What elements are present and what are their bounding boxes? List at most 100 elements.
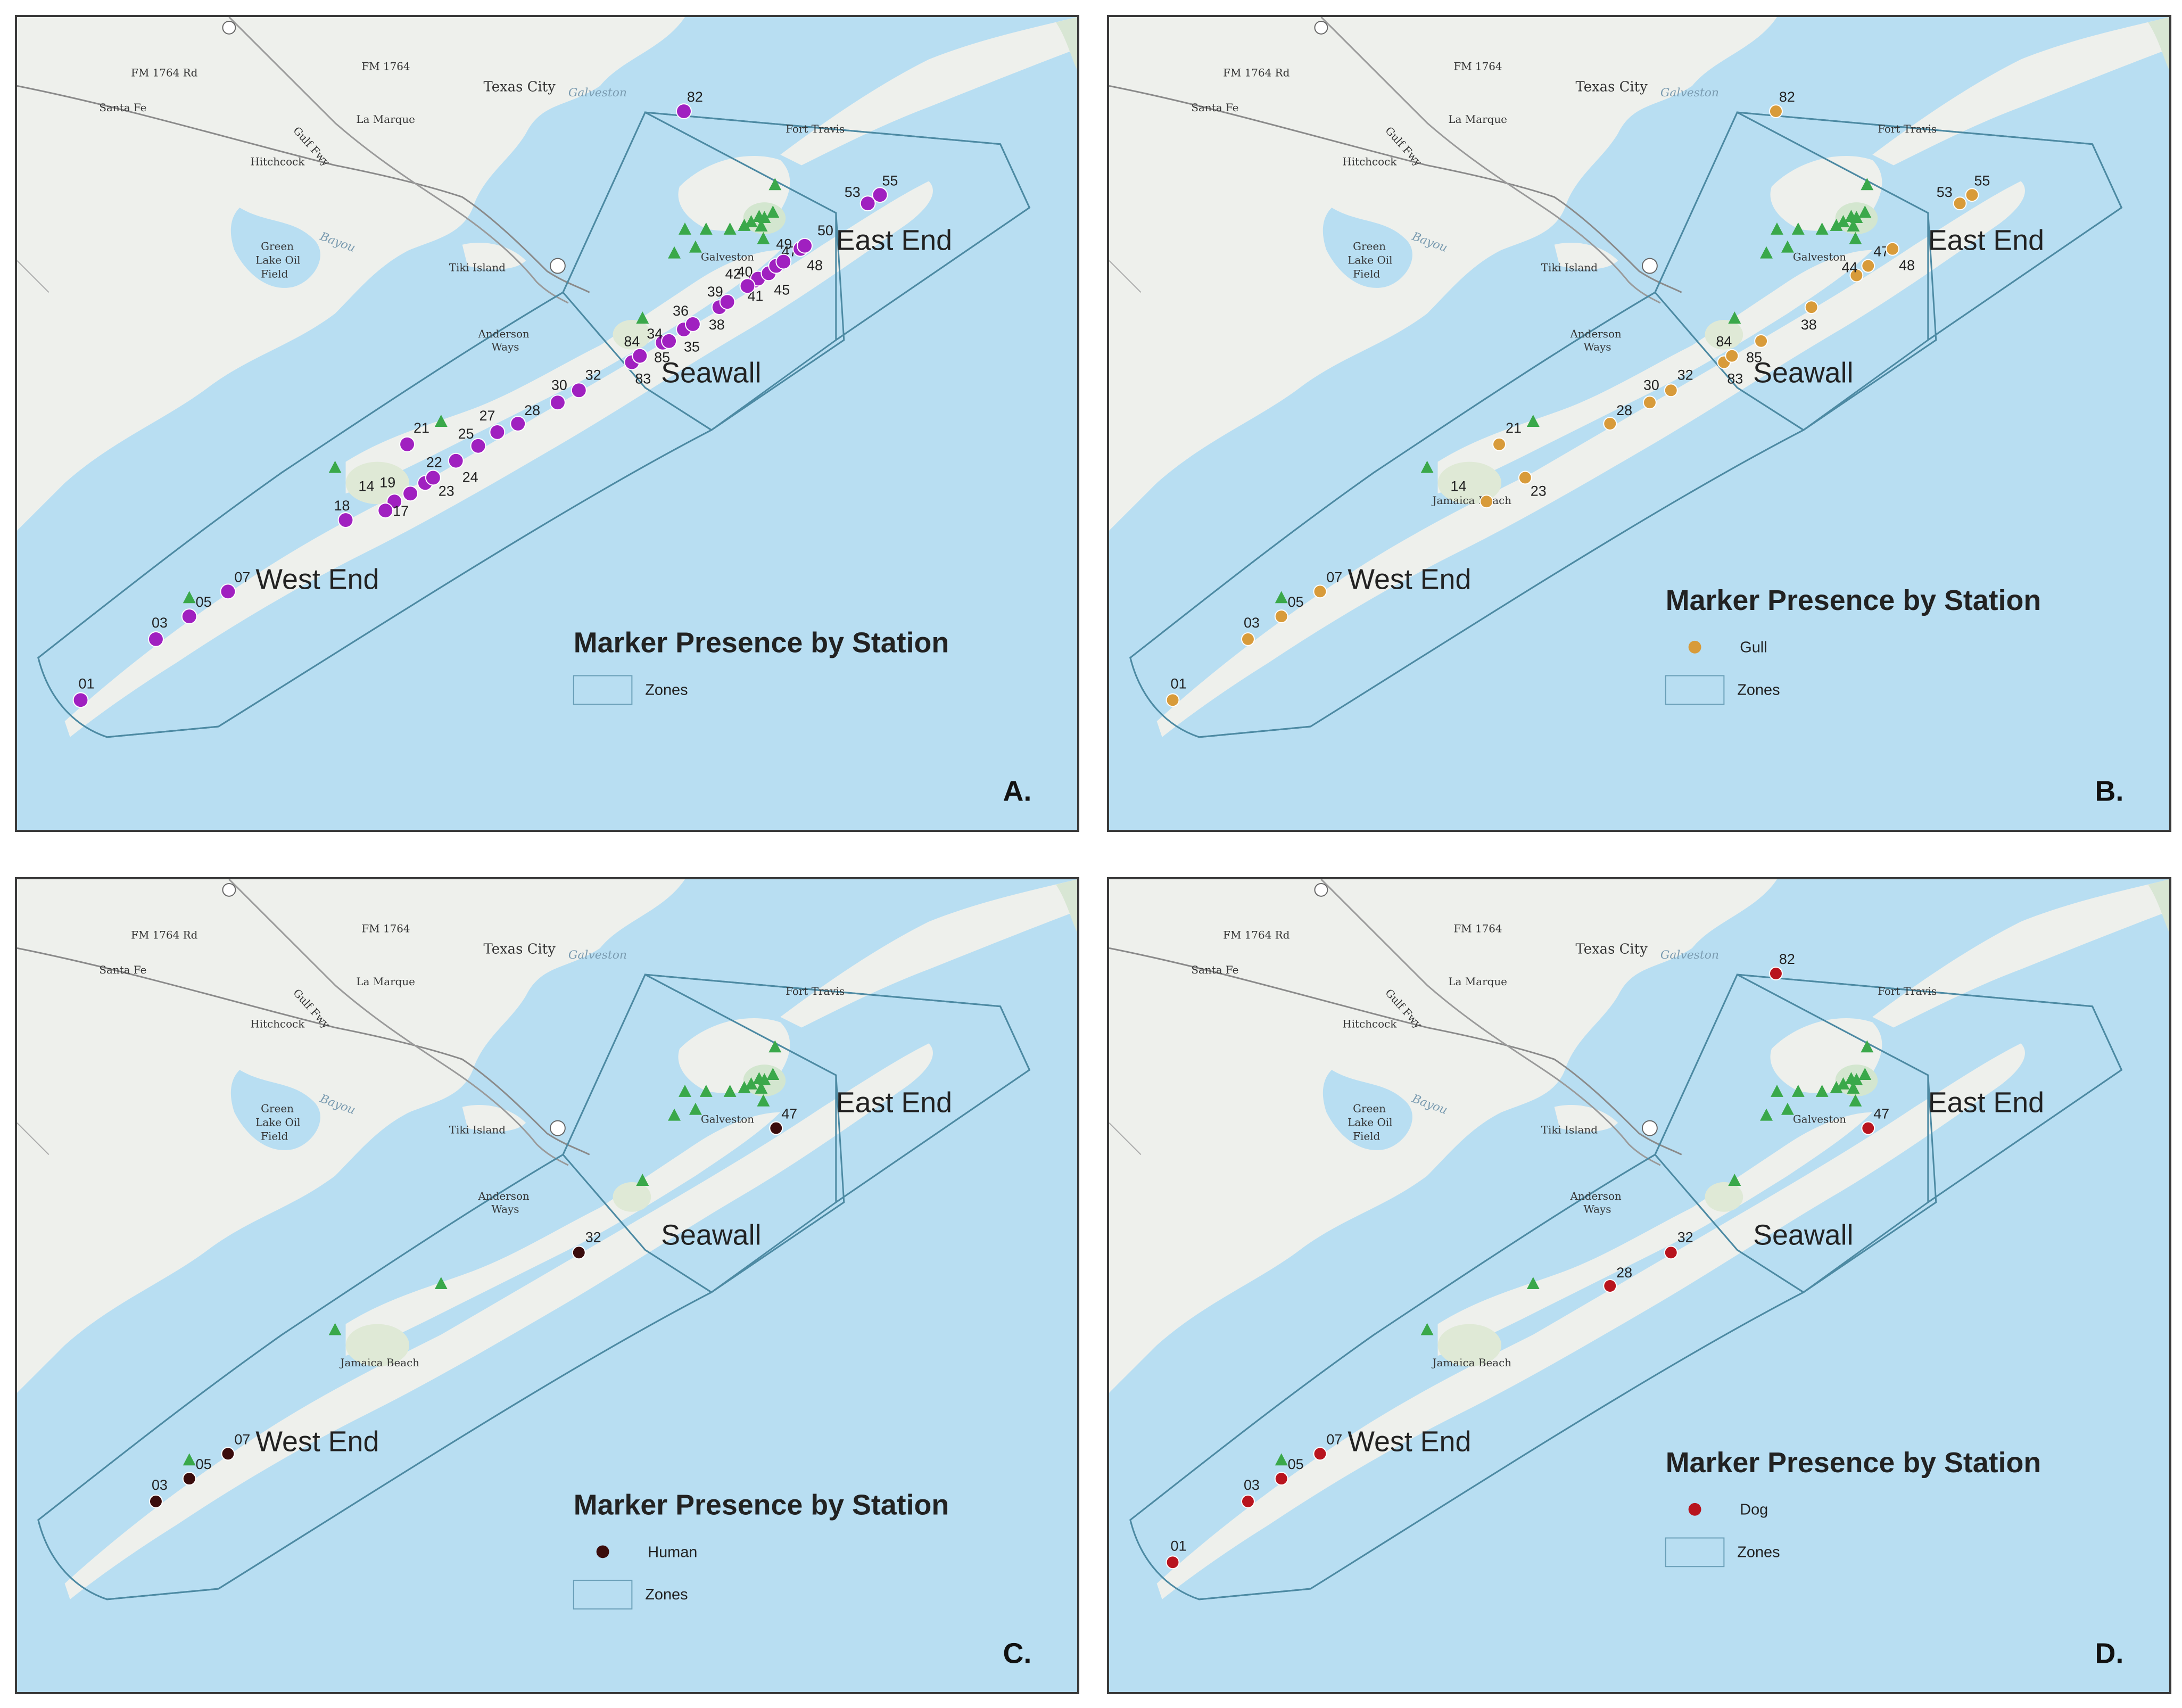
station-label: 85: [1746, 350, 1762, 366]
station-marker[interactable]: [1886, 242, 1900, 256]
station-marker[interactable]: [221, 1447, 235, 1461]
station-marker[interactable]: [1166, 1555, 1180, 1570]
station-marker[interactable]: [1725, 349, 1739, 363]
station-label: 23: [439, 483, 454, 499]
station-marker[interactable]: [572, 1245, 586, 1260]
station-marker[interactable]: [337, 512, 354, 528]
station-marker[interactable]: [1861, 259, 1875, 273]
station-marker[interactable]: [719, 294, 735, 310]
station-marker[interactable]: [1480, 494, 1494, 509]
station-marker[interactable]: [549, 394, 566, 411]
mainland: [17, 17, 685, 531]
station-marker[interactable]: [775, 253, 792, 270]
legend-zone-swatch: [573, 675, 633, 705]
road-label-fm1764: FM 1764: [1453, 60, 1502, 72]
station-marker[interactable]: [859, 195, 876, 212]
tiki-island: [462, 243, 526, 270]
station-label: 32: [1677, 367, 1693, 383]
station-marker[interactable]: [181, 608, 197, 625]
station-marker[interactable]: [739, 278, 756, 294]
site-triangle-icon: [1845, 1072, 1858, 1084]
place-label-texas-city: Texas City: [1575, 79, 1648, 95]
station-marker[interactable]: [220, 583, 236, 600]
station-marker[interactable]: [149, 1494, 163, 1508]
station-marker[interactable]: [1166, 693, 1180, 707]
station-marker[interactable]: [1518, 471, 1532, 485]
zone-label-west-end: West End: [255, 1425, 379, 1457]
station-marker[interactable]: [425, 469, 441, 486]
station-marker[interactable]: [72, 692, 89, 708]
station-marker[interactable]: [402, 485, 418, 502]
station-label: 05: [1288, 1456, 1304, 1472]
station-marker[interactable]: [1861, 1121, 1875, 1135]
site-triangle-icon: [1771, 222, 1783, 235]
station-marker[interactable]: [1664, 1245, 1678, 1260]
station-marker[interactable]: [1849, 268, 1864, 283]
mainland: [1109, 17, 1777, 531]
station-marker[interactable]: [1492, 437, 1507, 451]
station-marker[interactable]: [661, 333, 677, 349]
station-marker[interactable]: [377, 502, 394, 519]
station-marker[interactable]: [148, 631, 164, 647]
station-marker[interactable]: [1804, 300, 1819, 315]
zone-label-west-end: West End: [1348, 563, 1471, 595]
station-marker[interactable]: [399, 436, 415, 452]
place-label-tiki-island: Tiki Island: [449, 262, 506, 274]
station-marker[interactable]: [1274, 1472, 1288, 1486]
station-marker[interactable]: [1769, 104, 1783, 119]
legend-item-label: Dog: [1740, 1501, 1768, 1519]
station-marker[interactable]: [684, 316, 701, 332]
station-marker[interactable]: [797, 237, 813, 254]
station-marker[interactable]: [182, 1472, 196, 1486]
station-label: 38: [1801, 317, 1817, 333]
station-marker[interactable]: [1603, 417, 1617, 431]
station-marker[interactable]: [1953, 196, 1967, 211]
station-marker[interactable]: [1241, 1494, 1255, 1508]
site-triangle-icon: [1275, 1453, 1288, 1466]
station-marker[interactable]: [448, 452, 464, 469]
station-marker[interactable]: [470, 438, 486, 454]
site-triangle-icon: [183, 591, 196, 604]
station-label: 48: [807, 258, 823, 274]
station-marker[interactable]: [510, 416, 526, 432]
station-marker[interactable]: [571, 382, 587, 399]
site-triangle-icon: [1858, 205, 1872, 218]
station-marker[interactable]: [676, 103, 692, 119]
station-marker[interactable]: [1769, 967, 1783, 981]
road-label-fm1764-rd: FM 1764 Rd: [1223, 67, 1290, 79]
site-triangle-icon: [753, 210, 766, 222]
station-marker[interactable]: [489, 424, 506, 440]
station-marker[interactable]: [872, 187, 888, 203]
map-canvas: Texas City Galveston Fort Travis Santa Fe La…: [1109, 879, 2169, 1692]
station-marker[interactable]: [1241, 632, 1255, 646]
legend-zone-swatch: [1665, 675, 1725, 705]
place-label-green-lake: Green: [1353, 1103, 1386, 1115]
panel-letter: A.: [1003, 775, 1032, 807]
station-marker[interactable]: [1664, 383, 1678, 398]
highway-shield-icon: [1314, 20, 1328, 35]
station-marker[interactable]: [1965, 188, 1979, 202]
station-marker[interactable]: [1313, 584, 1327, 599]
road: [1320, 17, 1661, 304]
site-triangle-icon: [757, 1094, 770, 1107]
zone-label-seawall: Seawall: [1753, 357, 1853, 389]
site-triangle-icon: [1420, 1323, 1434, 1335]
station-marker[interactable]: [1642, 395, 1657, 410]
place-label-santa-fe: Santa Fe: [1191, 102, 1238, 114]
station-marker[interactable]: [1274, 609, 1288, 624]
bay-water: [1323, 1070, 1412, 1150]
station-marker[interactable]: [1313, 1447, 1327, 1461]
site-triangle-icon: [1760, 246, 1773, 259]
station-marker[interactable]: [632, 348, 648, 364]
bay-water: [230, 1070, 320, 1150]
station-marker[interactable]: [1603, 1279, 1617, 1293]
place-label-anderson-ways: Anderson: [1570, 1190, 1622, 1202]
road: [17, 260, 49, 293]
station-label: 32: [1677, 1229, 1693, 1245]
station-marker[interactable]: [1754, 334, 1768, 348]
zone-label-seawall: Seawall: [1753, 1219, 1853, 1251]
site-triangle-icon: [1771, 1084, 1783, 1097]
station-label: 39: [707, 284, 723, 300]
legend-item-label: Human: [648, 1544, 697, 1561]
station-marker[interactable]: [769, 1121, 783, 1135]
